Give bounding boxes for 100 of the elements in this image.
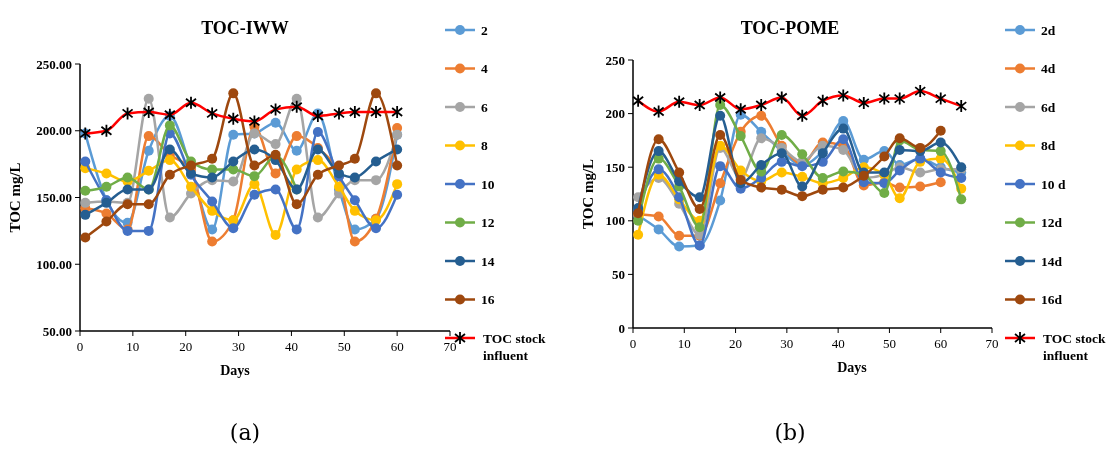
point <box>207 236 218 247</box>
point <box>756 160 767 171</box>
x-tick-label: 40 <box>831 336 845 351</box>
x-tick-label: 20 <box>729 336 743 351</box>
point <box>312 155 323 166</box>
point <box>164 144 175 155</box>
legend-label: 16 <box>481 292 495 308</box>
point <box>371 88 381 99</box>
point <box>956 194 967 205</box>
point <box>653 211 664 222</box>
point <box>270 184 281 195</box>
y-tick-label: 0 <box>618 320 625 336</box>
point <box>694 192 705 203</box>
point <box>101 168 112 179</box>
point <box>371 223 381 234</box>
point <box>935 177 946 188</box>
point <box>715 110 726 121</box>
point <box>935 137 946 148</box>
point <box>80 185 91 196</box>
point <box>935 146 946 157</box>
text: (a) <box>229 420 261 445</box>
y-tick-label: 250.00 <box>36 56 72 72</box>
y-axis-title: TOC mg/L <box>580 158 596 230</box>
point <box>956 172 967 183</box>
point <box>312 212 323 223</box>
point <box>143 93 154 104</box>
x-tick-label: 10 <box>677 336 691 351</box>
point <box>291 131 302 142</box>
x-tick-label: 60 <box>934 336 948 351</box>
point <box>715 161 726 172</box>
legend-label: 12d <box>1041 215 1063 231</box>
x-tick-label: 40 <box>284 339 298 354</box>
point <box>349 236 360 247</box>
legend-label: 6 <box>481 99 488 115</box>
point <box>935 125 946 136</box>
y-tick-label: 150.00 <box>36 190 72 206</box>
point <box>228 156 239 167</box>
point <box>228 223 239 234</box>
y-tick-label: 50.00 <box>42 323 72 339</box>
point <box>894 145 905 156</box>
point <box>392 189 403 200</box>
point <box>694 204 705 215</box>
point <box>715 130 726 141</box>
x-tick-label: 50 <box>882 336 896 351</box>
legend-label: 2d <box>1041 22 1056 38</box>
point <box>164 120 175 131</box>
x-tick-label: 60 <box>390 339 404 354</box>
point <box>249 189 260 200</box>
legend-label: 8d <box>1041 138 1056 154</box>
point <box>164 212 175 223</box>
y-tick-label: 250 <box>605 52 625 68</box>
point <box>776 156 787 167</box>
point <box>143 165 154 176</box>
point <box>349 195 360 206</box>
point <box>207 164 218 175</box>
point <box>334 160 344 171</box>
point <box>270 139 281 150</box>
point <box>101 216 112 227</box>
point <box>207 224 218 235</box>
x-tick-label: 10 <box>126 339 140 354</box>
y-tick-label: 100.00 <box>36 256 72 272</box>
point <box>838 145 849 156</box>
legend-label: 4 <box>481 61 488 77</box>
legend-label: 10 d <box>1041 176 1066 192</box>
point <box>756 133 767 144</box>
point <box>249 171 260 182</box>
point <box>371 156 381 167</box>
point <box>715 178 726 189</box>
x-tick-label: 30 <box>780 336 794 351</box>
point <box>392 160 403 171</box>
point <box>143 199 154 210</box>
text: (b) <box>774 420 806 445</box>
point <box>228 176 239 187</box>
point <box>80 197 91 208</box>
point <box>653 164 664 175</box>
x-tick-label: 0 <box>629 336 637 351</box>
point <box>228 88 239 99</box>
y-tick-label: 150 <box>605 159 625 175</box>
point <box>80 209 91 220</box>
point <box>143 131 154 142</box>
legend-label: 4d <box>1041 61 1056 77</box>
point <box>879 187 890 198</box>
x-tick-label: 50 <box>337 339 351 354</box>
point <box>207 196 218 207</box>
point <box>715 195 726 206</box>
point <box>122 184 133 195</box>
point <box>817 172 828 183</box>
point <box>633 229 644 240</box>
point <box>291 224 302 235</box>
point <box>756 110 767 121</box>
point <box>207 205 218 216</box>
point <box>164 155 175 166</box>
point <box>756 182 767 193</box>
point <box>894 193 905 204</box>
x-tick-label: 30 <box>232 339 246 354</box>
point <box>392 179 403 190</box>
point <box>80 232 91 243</box>
point <box>776 167 787 178</box>
point <box>653 134 664 145</box>
point <box>838 166 849 177</box>
